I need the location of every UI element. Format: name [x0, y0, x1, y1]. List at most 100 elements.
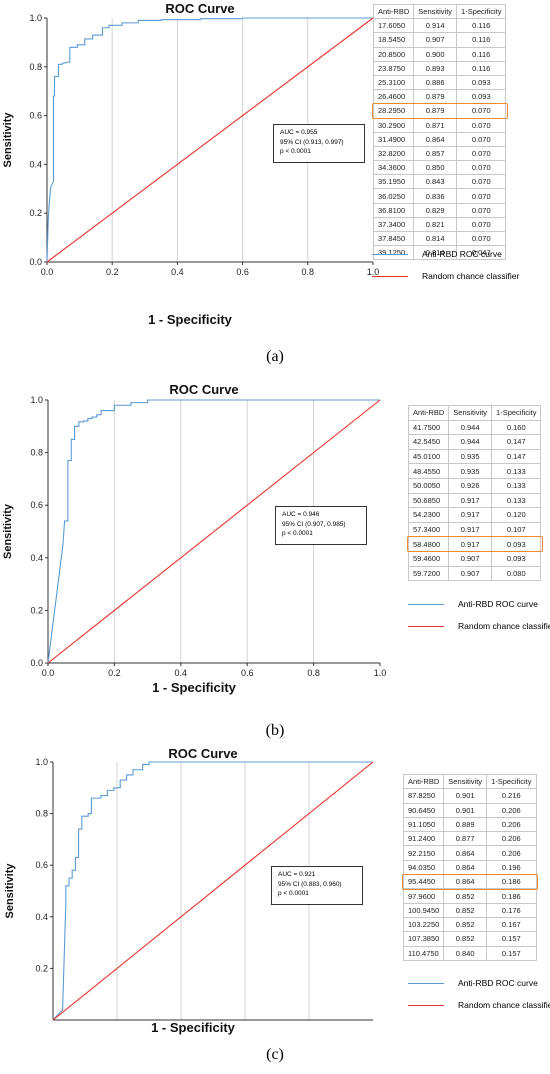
table-cell: 17.6050 — [372, 18, 415, 34]
table-row: 45.0100 0.935 0.147 — [407, 448, 542, 465]
table-cell: 0.070 — [456, 117, 507, 133]
table-row: 31.4900 0.864 0.070 — [372, 131, 507, 147]
auc-box-a: AUC = 0.955 95% CI (0.913, 0.997) p < 0.… — [273, 124, 365, 163]
auc-box-b: AUC = 0.946 95% CI (0.907, 0.985) p < 0.… — [275, 506, 367, 545]
threshold-table-c: Anti-RBD Sensitivity 1-Specificity 87.8250 0… — [402, 773, 537, 961]
legend-swatch-chance — [372, 276, 408, 277]
x-tick-label: 0.4 — [175, 668, 188, 678]
table-cell: 0.879 — [413, 89, 458, 105]
panel-b: 0.0 0.2 0.4 0.6 0.8 1.0 0.0 0.2 0.4 0.6 0.8 1.0 ROC … — [0, 382, 550, 744]
y-tick-label: 0.0 — [29, 257, 42, 267]
y-tick-label: 0.0 — [30, 658, 43, 668]
y-tick-label: 0.4 — [29, 159, 42, 169]
table-cell: 94.0350 — [402, 859, 445, 876]
table-row: 94.0350 0.864 0.196 — [402, 859, 537, 876]
auc-value: AUC = 0.946 — [282, 511, 320, 518]
legend-label-roc: Anti-RBD ROC curve — [422, 249, 502, 259]
table-cell: 0.216 — [486, 788, 537, 804]
y-tick-label: 0.2 — [29, 208, 42, 218]
table-cell: 20.8500 — [372, 46, 415, 62]
table-header-cell: Anti-RBD — [372, 3, 415, 20]
table-cell: 0.852 — [443, 931, 488, 947]
table-cell: 0.814 — [413, 245, 458, 261]
legend-label-roc: Anti-RBD ROC curve — [458, 978, 538, 988]
table-cell: 0.147 — [491, 434, 542, 450]
table-cell: 0.864 — [443, 859, 488, 876]
table-cell: 0.907 — [413, 32, 458, 48]
table-row: 58.4800 0.917 0.093 — [407, 536, 542, 552]
x-tick-label: 0.6 — [241, 668, 254, 678]
x-tick-label: 0.6 — [236, 267, 249, 277]
table-cell: 39.1250 — [372, 245, 415, 261]
auc-value: AUC = 0.921 — [278, 871, 316, 878]
table-cell: 0.206 — [486, 816, 537, 833]
table-cell: 0.167 — [486, 916, 537, 933]
table-cell: 0.133 — [491, 463, 542, 479]
table-header-cell: Anti-RBD — [407, 405, 450, 421]
table-cell: 36.8100 — [372, 202, 415, 218]
table-cell: 0.829 — [413, 202, 458, 218]
y-tick-label: 0.6 — [35, 860, 48, 870]
table-cell: 0.080 — [491, 565, 542, 582]
table-row: 100.9450 0.852 0.176 — [402, 902, 537, 918]
legend-swatch-chance — [408, 1005, 444, 1006]
table-cell: 50.6850 — [407, 492, 450, 509]
table-cell: 36.0250 — [372, 188, 415, 204]
table-cell: 0.116 — [456, 18, 507, 34]
table-cell: 0.944 — [448, 434, 493, 450]
legend-label-chance: Random chance classifier — [422, 271, 520, 281]
table-row: 18.5450 0.907 0.116 — [372, 32, 507, 48]
table-header-cell: Anti-RBD — [402, 773, 445, 790]
table-cell: 0.821 — [413, 216, 458, 233]
panel-c: 0.2 0.4 0.6 0.8 1.0 ROC Curve 1 - Specificity S… — [0, 742, 550, 1074]
table-cell: 0.901 — [443, 788, 488, 804]
table-header-cell: Sensitivity — [448, 405, 493, 421]
y-tick-label: 0.4 — [35, 912, 48, 922]
x-tick-label: 1.0 — [367, 267, 380, 277]
table-cell: 0.935 — [448, 448, 493, 465]
legend-swatch-chance — [408, 626, 444, 627]
y-axis-label: Sensitivity — [4, 863, 16, 919]
table-cell: 0.871 — [413, 117, 458, 133]
table-row: 92.2150 0.864 0.206 — [402, 845, 537, 861]
y-tick-label: 1.0 — [30, 395, 43, 405]
x-tick-label: 0.4 — [171, 267, 184, 277]
table-cell: 0.907 — [448, 565, 493, 582]
table-row: 30.2900 0.871 0.070 — [372, 117, 507, 133]
table-cell: 0.070 — [456, 160, 507, 176]
table-cell: 30.2900 — [372, 117, 415, 133]
random-chance-line — [47, 399, 381, 664]
table-row: 110.4750 0.840 0.157 — [402, 945, 537, 961]
table-cell: 91.1050 — [402, 816, 445, 833]
threshold-table-b: Anti-RBD Sensitivity 1-Specificity 41.7500 0… — [407, 405, 542, 582]
table-header-row: Anti-RBD Sensitivity 1-Specificity — [372, 3, 507, 20]
table-row: 42.5450 0.944 0.147 — [407, 434, 542, 450]
auc-ci: 95% CI (0.907, 0.985) — [282, 520, 346, 528]
table-cell: 0.093 — [491, 550, 542, 567]
y-tick-label: 0.6 — [30, 500, 43, 510]
y-tick-label: 0.8 — [35, 809, 48, 819]
table-cell: 37.3400 — [372, 216, 415, 233]
table-row: 36.0250 0.836 0.070 — [372, 188, 507, 204]
table-cell: 0.133 — [491, 477, 542, 494]
table-row: 50.6850 0.917 0.133 — [407, 492, 542, 509]
table-cell: 0.116 — [456, 32, 507, 48]
table-cell: 0.914 — [413, 18, 458, 34]
x-axis-label: 1 - Specificity — [148, 312, 233, 327]
table-cell: 0.843 — [413, 174, 458, 190]
table-row: 37.8450 0.814 0.070 — [372, 230, 507, 247]
caption-c: (c) — [266, 1046, 284, 1063]
table-cell: 54.2300 — [407, 507, 450, 523]
optimal-cutoff-highlight-a — [371, 102, 508, 119]
table-cell: 0.889 — [443, 816, 488, 833]
legend-swatch-roc — [372, 254, 408, 255]
threshold-table-a: Anti-RBD Sensitivity 1-Specificity 17.6050 0… — [372, 3, 507, 261]
panel-a: 0.0 0.2 0.4 0.6 0.8 1.0 0.0 0.2 0.4 0.6 0.8 1.0 ROC … — [0, 0, 550, 372]
roc-curve-line — [47, 399, 380, 664]
auc-value: AUC = 0.955 — [280, 129, 318, 136]
table-cell: 0.070 — [456, 216, 507, 233]
roc-curve-line — [46, 17, 373, 263]
table-cell: 0.120 — [491, 507, 542, 523]
table-cell: 0.107 — [491, 521, 542, 538]
x-tick-label: 0.8 — [302, 267, 315, 277]
